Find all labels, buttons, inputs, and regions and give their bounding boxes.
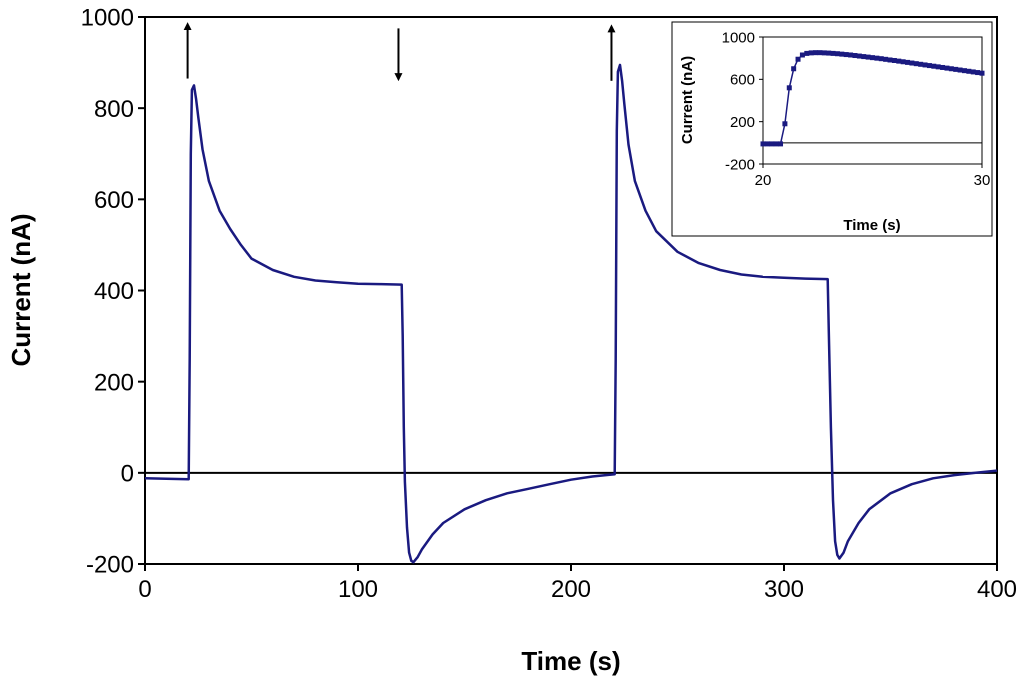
main-y-tick-label: 200 bbox=[94, 369, 134, 396]
main-x-ticks: 0 100 200 300 400 bbox=[138, 564, 1017, 603]
inset-data-point bbox=[861, 54, 867, 60]
inset-data-point bbox=[935, 64, 941, 70]
inset-data-point bbox=[870, 55, 875, 61]
main-y-tick-label: 400 bbox=[94, 278, 134, 305]
inset-data-point bbox=[773, 141, 779, 147]
inset-y-tick-label: 600 bbox=[730, 72, 755, 89]
inset-data-point bbox=[926, 63, 932, 69]
inset-data-point bbox=[878, 56, 884, 62]
main-x-axis-title: Time (s) bbox=[521, 646, 620, 676]
main-y-ticks: -200 0 200 400 600 800 1000 bbox=[81, 5, 145, 579]
main-y-tick-label: 0 bbox=[121, 460, 134, 487]
inset-data-point bbox=[799, 52, 805, 58]
inset-y-axis-title: Current (nA) bbox=[679, 56, 696, 144]
inset-data-point bbox=[940, 64, 946, 70]
inset-data-point bbox=[896, 58, 902, 64]
inset-data-point bbox=[887, 57, 893, 63]
inset-x-ticks: 20 30 bbox=[755, 164, 991, 189]
inset-data-point bbox=[804, 50, 810, 56]
inset-data-point bbox=[953, 66, 959, 72]
inset-data-point bbox=[852, 53, 858, 59]
inset-data-point bbox=[922, 62, 928, 68]
inset-data-point bbox=[979, 70, 985, 76]
inset-data-point bbox=[795, 56, 801, 62]
main-y-tick-label: 600 bbox=[94, 187, 134, 214]
inset-data-point bbox=[839, 51, 845, 57]
inset-data-point bbox=[865, 54, 871, 60]
inset-data-point bbox=[764, 141, 770, 147]
inset-y-tick-label: 1000 bbox=[722, 29, 755, 46]
main-y-tick-label: 800 bbox=[94, 96, 134, 123]
inset-data-point bbox=[913, 61, 919, 67]
inset-data-point bbox=[760, 141, 766, 147]
inset-y-ticks: -200 200 600 1000 bbox=[722, 29, 763, 173]
main-annotation-arrows bbox=[183, 22, 616, 82]
inset-data-point bbox=[970, 69, 976, 75]
inset-data-point bbox=[918, 61, 924, 67]
main-y-axis-title: Current (nA) bbox=[6, 213, 36, 366]
inset-data-point bbox=[830, 50, 836, 56]
inset-data-point bbox=[769, 141, 775, 147]
inset-data-point bbox=[874, 55, 880, 61]
inset-data-point bbox=[975, 70, 981, 76]
main-x-tick-label: 300 bbox=[764, 576, 804, 603]
inset-data-point bbox=[817, 50, 823, 56]
inset-data-point bbox=[905, 59, 911, 65]
inset-data-point bbox=[808, 50, 814, 56]
inset-data-point bbox=[778, 141, 784, 147]
main-series-line bbox=[144, 63, 998, 564]
inset-data-point bbox=[791, 66, 797, 72]
inset-data-point bbox=[834, 51, 840, 57]
inset-data-point bbox=[813, 50, 819, 56]
inset-data-point bbox=[856, 53, 862, 59]
inset-data-point bbox=[821, 50, 827, 56]
main-y-tick-label: 1000 bbox=[81, 5, 134, 32]
inset-data-point bbox=[786, 85, 792, 91]
inset-data-point bbox=[843, 52, 849, 58]
inset-data-point bbox=[826, 50, 832, 56]
inset-data-point bbox=[891, 57, 897, 63]
inset-x-axis-title: Time (s) bbox=[843, 217, 900, 234]
inset-data-point bbox=[961, 68, 967, 74]
inset-data-point bbox=[900, 59, 906, 65]
inset-x-tick-label: 30 bbox=[974, 172, 991, 189]
inset-data-point bbox=[909, 60, 915, 66]
main-x-tick-label: 200 bbox=[551, 576, 591, 603]
inset-x-tick-label: 20 bbox=[755, 172, 772, 189]
inset-series-markers bbox=[760, 50, 985, 147]
inset-y-tick-label: -200 bbox=[725, 156, 755, 173]
inset-y-tick-label: 200 bbox=[730, 114, 755, 131]
inset-data-point bbox=[883, 56, 889, 62]
main-y-tick-label: -200 bbox=[86, 552, 134, 579]
main-x-tick-label: 100 bbox=[338, 576, 378, 603]
inset-data-point bbox=[931, 63, 937, 69]
inset-data-point bbox=[948, 66, 954, 72]
inset-data-point bbox=[944, 65, 950, 71]
inset-data-point bbox=[957, 67, 963, 73]
inset-data-point bbox=[782, 121, 788, 127]
inset-data-point bbox=[966, 68, 972, 74]
main-x-tick-label: 400 bbox=[977, 576, 1017, 603]
inset-data-point bbox=[848, 52, 854, 58]
main-x-tick-label: 0 bbox=[138, 576, 151, 603]
